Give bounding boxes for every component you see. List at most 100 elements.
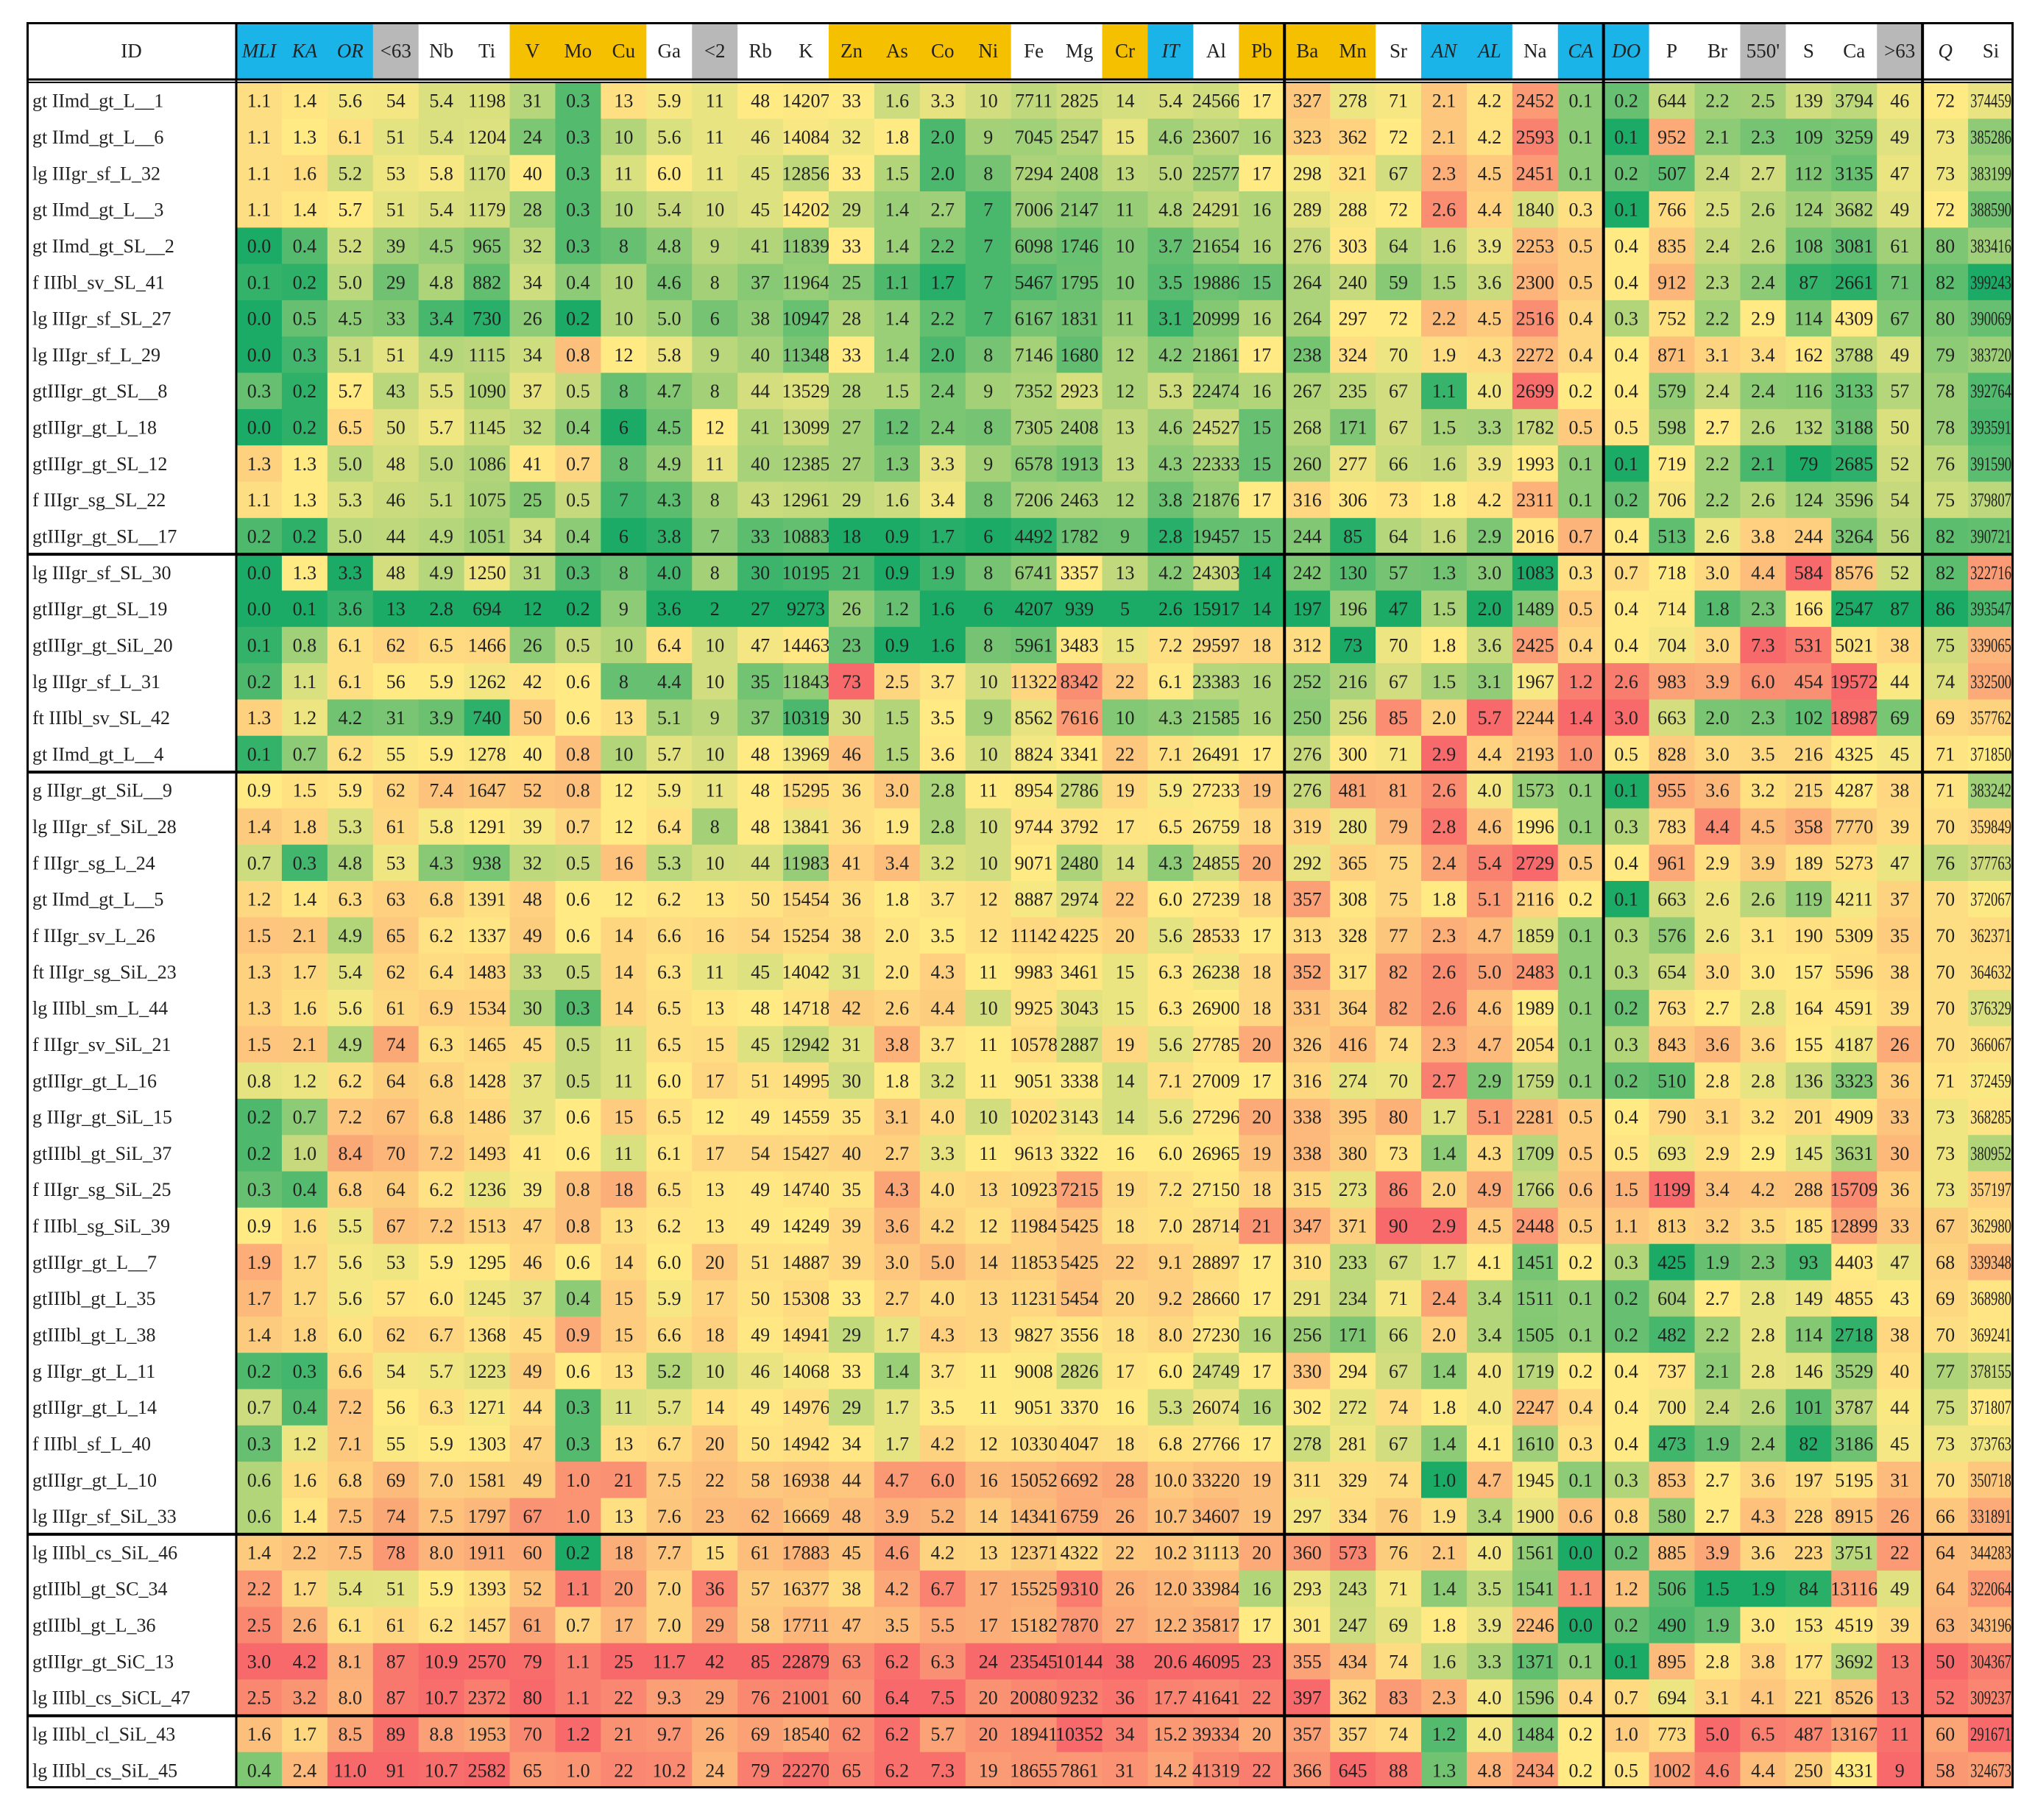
cell-value: 329	[1339, 1470, 1367, 1491]
cell-value: 49	[523, 1470, 542, 1491]
cell-value: 9	[710, 236, 720, 257]
cell-value: 1541	[1516, 1579, 1554, 1600]
cell-value: 1.0	[1614, 1724, 1638, 1745]
cell-value: 71	[1936, 743, 1955, 765]
cell-value: 3370	[1061, 1397, 1099, 1418]
cell-value: 72	[1936, 199, 1955, 221]
cell-value: 0.5	[1568, 1143, 1593, 1164]
heatmap-cell	[1786, 82, 1832, 119]
cell-value: 6.7	[429, 1325, 453, 1346]
cell-value: 2.6	[1432, 199, 1457, 221]
cell-value: 67	[1389, 380, 1408, 402]
table-row: gtIIIgr_gt_L__7 1.9 1.7 5.6 53 5.9 1295 46 0.6 14…	[26, 1244, 2014, 1281]
cell-value: 17	[1252, 91, 1271, 112]
cell-value: 70	[1936, 816, 1955, 838]
cell-value: 1271	[468, 1397, 506, 1418]
cell-value: 371	[1339, 1216, 1367, 1237]
column-header-cell	[509, 22, 556, 79]
heatmap-cell	[1011, 118, 1058, 156]
cell-value: 54	[1890, 489, 1909, 511]
row-id-label: gt IImd_gt_L__5	[32, 889, 163, 910]
heatmap-cell	[1193, 227, 1239, 265]
cell-value: 4.9	[339, 1034, 363, 1055]
cell-value: 3.0	[885, 780, 910, 801]
cell-value: 4.2	[1751, 1179, 1775, 1200]
heatmap-cell	[1011, 155, 1058, 192]
cell-value: 70	[1936, 1325, 1955, 1346]
cell-value: 0.4	[1568, 1688, 1593, 1709]
table-row: lg IIIgr_sf_L_29 0.0 0.3 5.1 51 4.9 1115 34 0.8 1…	[26, 336, 2014, 374]
cell-value: 3.5	[931, 1397, 955, 1418]
column-header-cell	[1376, 22, 1422, 79]
cell-value: 242	[1293, 562, 1322, 584]
cell-value: 1.6	[1432, 236, 1457, 257]
cell-value: 3135	[1835, 163, 1873, 184]
cell-value: 0.9	[247, 780, 272, 801]
row-id-label: g IIIgr_gt_SiL_15	[32, 1107, 172, 1128]
cell-value: 84	[1799, 1579, 1818, 1600]
cell-value: 1.1	[247, 199, 272, 221]
cell-value: 3.3	[339, 562, 363, 584]
cell-value: 3.9	[1478, 1615, 1502, 1636]
cell-value: 1493	[468, 1143, 506, 1164]
cell-value: 2.3	[1432, 1688, 1457, 1709]
heatmap-cell	[1330, 300, 1376, 337]
cell-value: 14249	[782, 1216, 830, 1237]
heatmap-cell	[1512, 263, 1559, 301]
cell-value: 16	[1252, 1325, 1271, 1346]
cell-value: 63	[1936, 1615, 1955, 1636]
cell-value: 323	[1293, 127, 1322, 148]
cell-value: 145	[1794, 1143, 1823, 1164]
cell-value: 0.9	[247, 1216, 272, 1237]
cell-value: 0.5	[1614, 1143, 1638, 1164]
header-row: ID MLI KA OR <63 Nb Ti V Mo Cu Ga <2 Rb K Zn As Co Ni Fe Mg…	[26, 22, 2014, 79]
cell-value: 965	[473, 236, 501, 257]
heatmap-cell	[1877, 118, 1923, 156]
cell-value: 44	[842, 1470, 861, 1491]
cell-value: 3143	[1061, 1107, 1099, 1128]
cell-value: 3357	[1061, 562, 1099, 584]
heatmap-cell	[1922, 336, 1969, 374]
cell-value: 0.1	[247, 272, 272, 293]
cell-value: 0.9	[566, 1325, 590, 1346]
cell-value: 368285	[1970, 1107, 2011, 1128]
cell-value: 4.9	[657, 453, 682, 475]
column-header-cell	[1193, 22, 1239, 79]
heatmap-cell	[1193, 155, 1239, 192]
cell-value: 63	[386, 889, 406, 910]
cell-value: 289	[1293, 199, 1322, 221]
cell-value: 2.8	[1705, 1651, 1730, 1672]
cell-value: 75	[1936, 1397, 1955, 1418]
heatmap-cell	[1877, 82, 1923, 119]
cell-value: 0.7	[566, 453, 590, 475]
cell-value: 2786	[1061, 780, 1099, 801]
cell-value: 21861	[1192, 344, 1240, 366]
cell-value: 7305	[1015, 417, 1053, 439]
row-id-label: gtIIIbl_gt_L_35	[32, 1288, 156, 1309]
cell-value: 108	[1794, 236, 1823, 257]
table-row: gtIIIgr_gt_L_14 0.7 0.4 7.2 56 6.3 1271 44 0.3 11…	[26, 1389, 2014, 1426]
cell-value: 5195	[1835, 1470, 1873, 1491]
heatmap-cell	[1649, 82, 1696, 119]
cell-value: 1090	[468, 380, 506, 402]
cell-value: 7.4	[429, 780, 453, 801]
cell-value: 13	[1116, 417, 1135, 439]
heatmap-cell	[1740, 300, 1786, 337]
cell-value: 33	[1890, 1216, 1909, 1237]
cell-value: 0.5	[566, 380, 590, 402]
cell-value: 4.7	[1478, 925, 1502, 946]
cell-value: 4.6	[1705, 1760, 1730, 1781]
cell-value: 1204	[468, 127, 506, 148]
cell-value: 2480	[1061, 852, 1099, 874]
cell-value: 39	[1890, 816, 1909, 838]
cell-value: 16	[1116, 1397, 1135, 1418]
cell-value: 2923	[1061, 380, 1099, 402]
cell-value: 56	[1890, 525, 1909, 547]
cell-value: 0.8	[566, 344, 590, 366]
cell-value: 0.3	[566, 236, 590, 257]
cell-value: 14718	[782, 998, 830, 1019]
cell-value: 1484	[1516, 1724, 1554, 1745]
cell-value: 0.7	[1614, 562, 1638, 584]
column-header-cell	[1102, 22, 1148, 79]
heatmap-cell	[1649, 118, 1696, 156]
